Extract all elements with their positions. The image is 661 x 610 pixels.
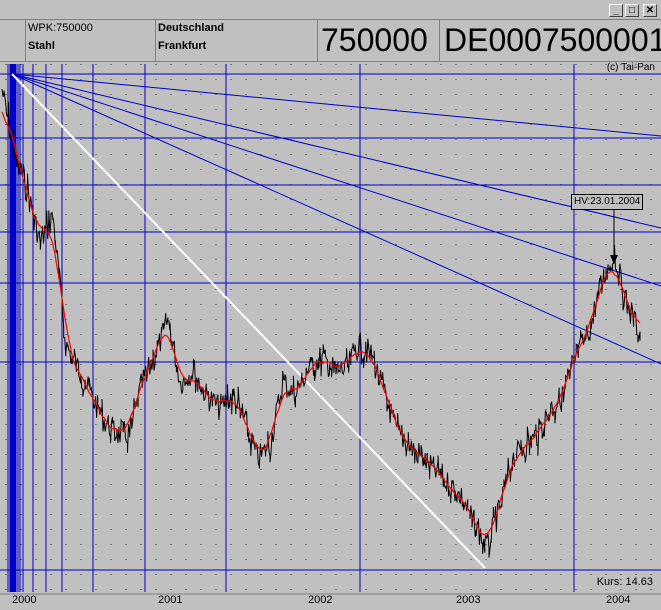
exchange-label: Frankfurt — [158, 40, 207, 52]
close-button[interactable]: ✕ — [643, 4, 657, 17]
x-tick-2000: 2000 — [12, 594, 37, 606]
header-isin-cell: DE0007500001 — [440, 20, 661, 61]
moving-average-series — [1, 111, 641, 536]
isin-big: DE0007500001 — [444, 22, 661, 58]
price-chart[interactable] — [0, 62, 661, 610]
price-readout: Kurs: 14.63 — [597, 576, 653, 588]
minimize-button[interactable]: _ — [609, 4, 623, 17]
fan-line — [11, 73, 661, 287]
sector-label: Stahl — [28, 40, 55, 52]
vertical-gridlines — [7, 64, 575, 592]
fan-lines — [11, 73, 661, 365]
country-label: Deutschland — [158, 22, 225, 34]
white-trendline — [11, 73, 486, 569]
fan-line — [11, 73, 661, 229]
copyright-label: (c) Tai-Pan — [606, 62, 655, 73]
x-tick-2001: 2001 — [158, 594, 183, 606]
annotation-arrowhead — [610, 255, 618, 264]
x-tick-2004: 2004 — [606, 594, 631, 606]
header-wkn-cell: 750000 — [318, 20, 440, 61]
x-tick-2002: 2002 — [308, 594, 333, 606]
wkn-big: 750000 — [321, 22, 428, 58]
instrument-header: WPK:750000 Stahl Deutschland Frankfurt 7… — [0, 19, 661, 62]
wpk-label: WPK:750000 — [28, 22, 93, 34]
fan-line — [11, 73, 661, 137]
maximize-button[interactable]: □ — [625, 4, 639, 17]
header-spacer — [0, 20, 26, 61]
horizontal-gridlines — [0, 73, 661, 571]
header-market-cell: Deutschland Frankfurt — [156, 20, 318, 61]
annotation-label: HV:23.01.2004 — [571, 194, 644, 210]
chart-background — [0, 62, 661, 610]
kurs-label: Kurs: — [596, 576, 623, 588]
x-tick-2003: 2003 — [456, 594, 481, 606]
header-id-cell: WPK:750000 Stahl — [26, 20, 156, 61]
kurs-value: 14.63 — [625, 576, 653, 588]
fan-line — [11, 73, 661, 365]
